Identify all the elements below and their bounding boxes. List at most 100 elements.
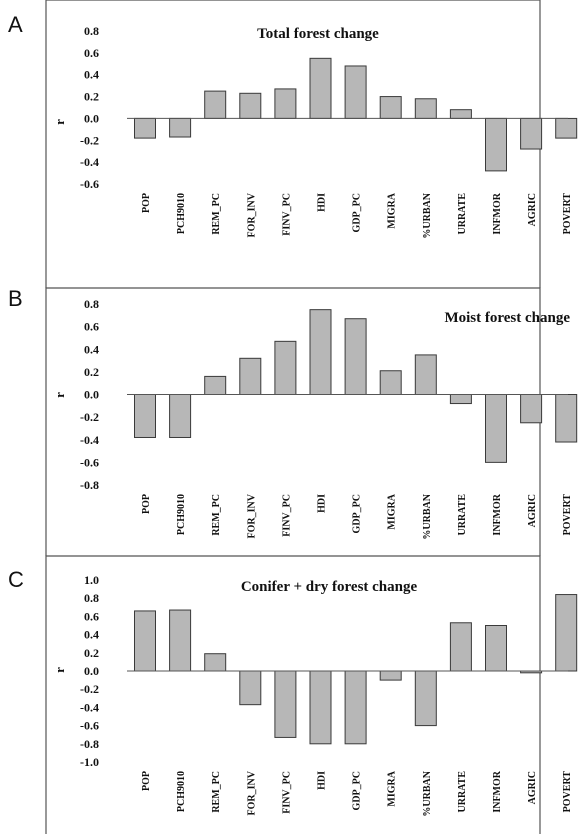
panel-B-category-label: POP bbox=[141, 494, 152, 514]
panel-A-bar-INFMOR bbox=[485, 117, 507, 172]
panel-A-frame bbox=[45, 0, 541, 288]
panel-C-category-label: POVERT bbox=[562, 771, 573, 813]
panel-B-category-label: REM_PC bbox=[211, 494, 222, 536]
panel-A-category-label: POVERT bbox=[562, 193, 573, 235]
panel-A-bar-MIGRA bbox=[379, 96, 402, 119]
panel-B-ytick: -0.4 bbox=[80, 433, 99, 447]
panel-A-ytick: 0.6 bbox=[84, 46, 99, 60]
panel-A-category-label: MIGRA bbox=[387, 192, 398, 228]
panel-C-category-label: %URBAN bbox=[422, 770, 433, 816]
panel-C-ytick: 0.6 bbox=[84, 609, 99, 623]
panel-B-bar-FOR_INV bbox=[239, 357, 262, 395]
panel-B-category-label: FINV_PC bbox=[281, 494, 292, 537]
panel-C-category-label: AGRIC bbox=[527, 771, 538, 804]
panel-B-category-label: %URBAN bbox=[422, 493, 433, 539]
panel-B-category-label: POVERT bbox=[562, 494, 573, 536]
panel-A-category-label: FINV_PC bbox=[281, 193, 292, 236]
panel-A-ytick: -0.4 bbox=[80, 155, 99, 169]
panel-C-ytick: -0.2 bbox=[80, 682, 99, 696]
panel-C-bar-MIGRA bbox=[379, 670, 402, 681]
panel-C-bar-FINV_PC bbox=[274, 670, 297, 738]
panel-C-bar-POP bbox=[134, 610, 156, 672]
panel-A-category-label: GDP_PC bbox=[352, 193, 363, 232]
panel-A-bar-AGRIC bbox=[520, 117, 543, 150]
panel-B-bar-%URBAN bbox=[414, 354, 437, 395]
panel-B-ytick: 0.0 bbox=[84, 388, 99, 402]
panel-C-category-label: FOR_INV bbox=[246, 770, 257, 815]
panel-B-category-label: INFMOR bbox=[492, 493, 503, 535]
panel-B-title: Moist forest change bbox=[444, 310, 570, 326]
panel-A-bar-FINV_PC bbox=[274, 88, 297, 119]
panel-A-ytick: 0.0 bbox=[84, 111, 99, 125]
panel-B-category-label: AGRIC bbox=[527, 494, 538, 527]
panel-C-frame bbox=[45, 555, 541, 834]
panel-B-ytick: -0.6 bbox=[80, 455, 99, 469]
panel-B-category-label: PCH9010 bbox=[176, 494, 187, 535]
panel-B-ylabel: r bbox=[52, 392, 67, 398]
panel-C-ylabel: r bbox=[52, 667, 67, 673]
panel-A-ytick: 0.4 bbox=[84, 68, 99, 82]
panel-A-bar-REM_PC bbox=[204, 90, 227, 119]
panel-A-bar-PCH9010 bbox=[169, 117, 192, 138]
panel-C-category-label: FINV_PC bbox=[281, 771, 292, 814]
panel-B-bar-REM_PC bbox=[204, 375, 227, 395]
panel-A-bar-POVERT bbox=[555, 117, 578, 139]
panel-C-category-label: REM_PC bbox=[211, 771, 222, 813]
panel-C-ytick: 0.4 bbox=[84, 628, 99, 642]
panel-C-ytick: 0.2 bbox=[84, 646, 99, 660]
panel-C-category-label: PCH9010 bbox=[176, 771, 187, 812]
panel-A-category-label: %URBAN bbox=[422, 192, 433, 238]
panel-C-bar-POVERT bbox=[555, 594, 578, 672]
panel-C-category-label: GDP_PC bbox=[352, 771, 363, 810]
panel-B-category-label: FOR_INV bbox=[246, 493, 257, 538]
panel-A-bar-FOR_INV bbox=[239, 92, 262, 119]
panel-C-ytick: -0.8 bbox=[80, 737, 99, 751]
panel-C-category-label: URRATE bbox=[457, 771, 468, 813]
panel-C-bar-URRATE bbox=[449, 622, 472, 672]
panel-A-category-label: AGRIC bbox=[527, 193, 538, 226]
panel-A-bar-POP bbox=[134, 117, 156, 139]
panel-C-ytick: 0.0 bbox=[84, 664, 99, 678]
panel-A-category-label: REM_PC bbox=[211, 193, 222, 235]
panel-C-bar-HDI bbox=[309, 670, 332, 745]
panel-C-ytick: 1.0 bbox=[84, 573, 99, 587]
panel-A-ytick: 0.8 bbox=[84, 24, 99, 38]
panel-C-ytick: -1.0 bbox=[80, 755, 99, 769]
panel-C-bar-PCH9010 bbox=[169, 609, 192, 672]
panel-B-ytick: 0.8 bbox=[84, 297, 99, 311]
panel-A-category-label: URRATE bbox=[457, 193, 468, 235]
panel-C-bar-FOR_INV bbox=[239, 670, 262, 706]
panel-B-bar-POVERT bbox=[555, 394, 578, 443]
panel-C-category-label: HDI bbox=[317, 771, 328, 790]
panel-B-bar-PCH9010 bbox=[169, 394, 192, 438]
panel-B-category-label: HDI bbox=[317, 494, 328, 513]
panel-B-ytick: 0.2 bbox=[84, 365, 99, 379]
panel-A-category-label: POP bbox=[141, 193, 152, 213]
panel-C-category-label: INFMOR bbox=[492, 770, 503, 812]
panel-B-bar-POP bbox=[134, 394, 156, 438]
panel-B-category-label: MIGRA bbox=[387, 493, 398, 529]
panel-A-ytick: -0.6 bbox=[80, 177, 99, 191]
panel-C-ytick: 0.8 bbox=[84, 591, 99, 605]
panel-A-ylabel: r bbox=[52, 119, 67, 125]
panel-A-category-label: FOR_INV bbox=[246, 192, 257, 237]
panel-B-category-label: URRATE bbox=[457, 494, 468, 536]
panel-C-letter: C bbox=[8, 567, 24, 592]
panel-C-title: Conifer + dry forest change bbox=[241, 579, 418, 595]
panel-A-bar-GDP_PC bbox=[344, 65, 367, 119]
panel-B-bar-URRATE bbox=[449, 394, 472, 405]
panel-C-bar-REM_PC bbox=[204, 653, 227, 672]
panel-A-bar-URRATE bbox=[449, 109, 472, 119]
panel-C-bar-GDP_PC bbox=[344, 670, 367, 745]
panel-A-ytick: 0.2 bbox=[84, 90, 99, 104]
panel-C-ytick: -0.4 bbox=[80, 700, 99, 714]
panel-C-bar-%URBAN bbox=[414, 670, 437, 727]
panel-C-ytick: -0.6 bbox=[80, 719, 99, 733]
panel-C-category-label: POP bbox=[141, 771, 152, 791]
panel-B-bar-GDP_PC bbox=[344, 318, 367, 395]
panel-A-bar-HDI bbox=[309, 57, 332, 119]
panel-A-category-label: PCH9010 bbox=[176, 193, 187, 234]
panel-B-bar-INFMOR bbox=[485, 394, 507, 463]
panel-A-title: Total forest change bbox=[257, 26, 379, 42]
panel-B-ytick: 0.6 bbox=[84, 320, 99, 334]
